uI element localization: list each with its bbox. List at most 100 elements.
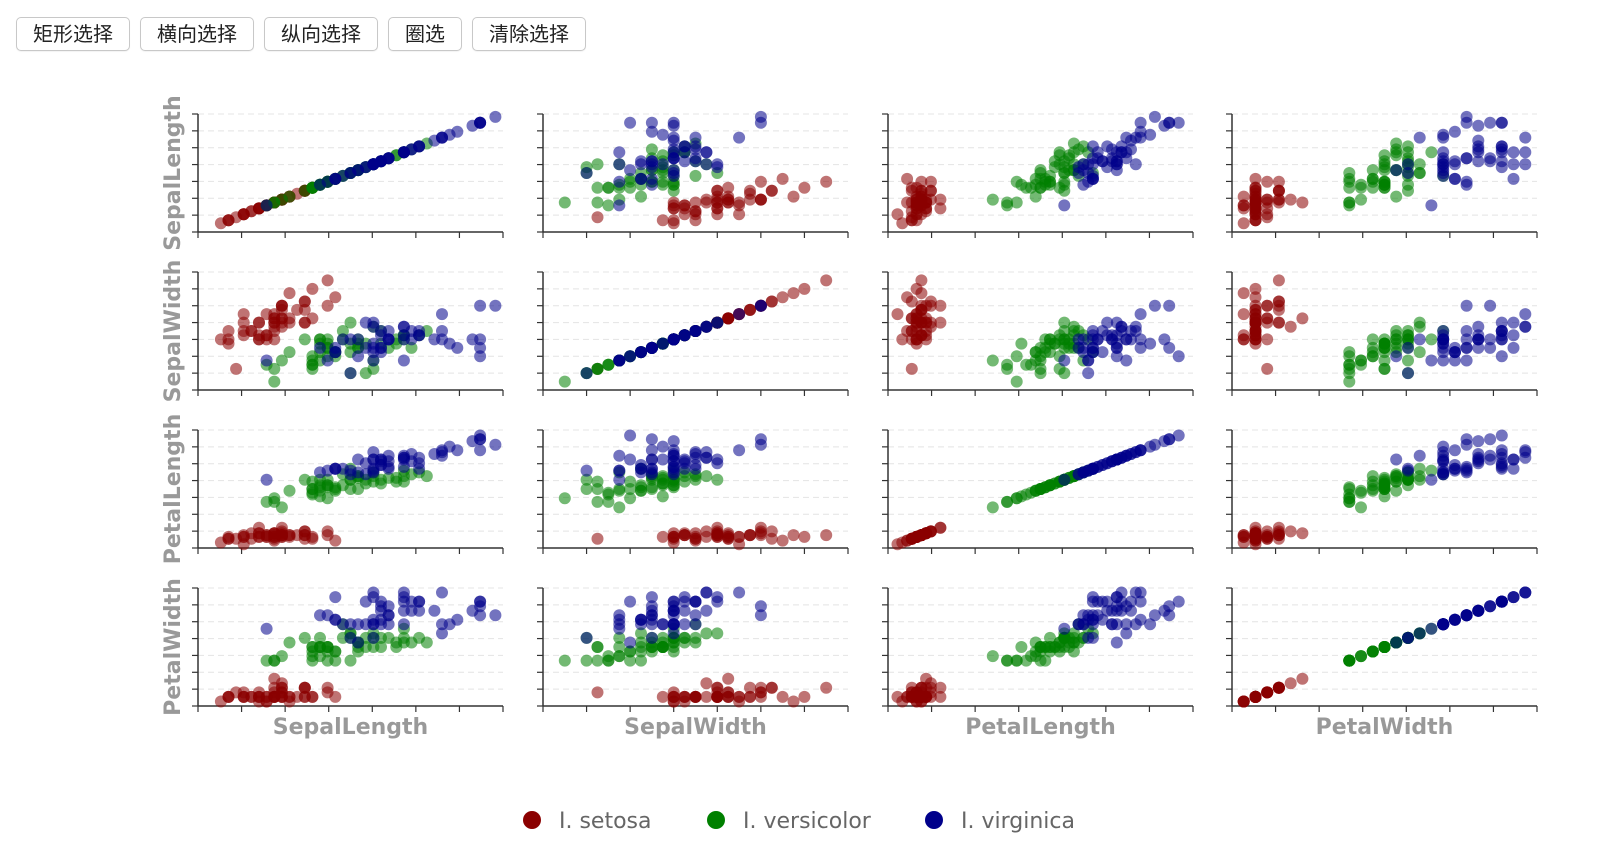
point-i-virginica[interactable] xyxy=(1472,457,1485,470)
point-i-versicolor[interactable] xyxy=(1425,464,1438,477)
point-i-setosa[interactable] xyxy=(656,690,669,703)
point-i-virginica[interactable] xyxy=(352,350,365,363)
point-i-versicolor[interactable] xyxy=(591,362,604,375)
point-i-setosa[interactable] xyxy=(744,681,756,694)
point-i-setosa[interactable] xyxy=(1237,333,1250,346)
point-i-virginica[interactable] xyxy=(1484,155,1497,168)
point-i-versicolor[interactable] xyxy=(1029,190,1042,203)
point-i-setosa[interactable] xyxy=(934,299,947,312)
point-i-versicolor[interactable] xyxy=(306,654,319,667)
point-i-versicolor[interactable] xyxy=(602,654,615,667)
point-i-virginica[interactable] xyxy=(754,600,767,613)
point-i-versicolor[interactable] xyxy=(591,654,604,667)
point-i-versicolor[interactable] xyxy=(1343,654,1356,667)
point-i-virginica[interactable] xyxy=(428,604,441,617)
point-i-setosa[interactable] xyxy=(1261,530,1274,543)
point-i-virginica[interactable] xyxy=(1495,316,1508,329)
point-i-virginica[interactable] xyxy=(1484,333,1497,346)
point-i-virginica[interactable] xyxy=(1519,320,1532,333)
point-i-versicolor[interactable] xyxy=(1355,354,1367,367)
point-i-versicolor[interactable] xyxy=(656,477,669,490)
point-i-virginica[interactable] xyxy=(474,609,487,622)
point-i-virginica[interactable] xyxy=(754,110,767,123)
point-i-virginica[interactable] xyxy=(645,600,658,613)
point-i-virginica[interactable] xyxy=(733,444,746,457)
point-i-virginica[interactable] xyxy=(656,337,669,350)
point-i-virginica[interactable] xyxy=(613,146,626,159)
point-i-versicolor[interactable] xyxy=(635,654,647,667)
point-i-virginica[interactable] xyxy=(1125,595,1137,608)
point-i-setosa[interactable] xyxy=(700,690,713,703)
point-i-versicolor[interactable] xyxy=(613,631,626,644)
point-i-setosa[interactable] xyxy=(306,532,319,545)
point-i-virginica[interactable] xyxy=(1460,333,1473,346)
point-i-virginica[interactable] xyxy=(1086,333,1099,346)
point-i-virginica[interactable] xyxy=(656,453,669,466)
point-i-virginica[interactable] xyxy=(1086,631,1099,644)
point-i-virginica[interactable] xyxy=(667,435,680,448)
point-i-virginica[interactable] xyxy=(1172,116,1185,129)
point-i-virginica[interactable] xyxy=(436,308,448,321)
point-i-virginica[interactable] xyxy=(645,591,658,604)
point-i-versicolor[interactable] xyxy=(1063,333,1076,346)
point-i-virginica[interactable] xyxy=(382,333,395,346)
lasso-select-button[interactable]: 圈选 xyxy=(388,17,462,51)
point-i-setosa[interactable] xyxy=(222,532,235,545)
point-i-versicolor[interactable] xyxy=(1366,645,1379,658)
point-i-virginica[interactable] xyxy=(1115,146,1128,159)
point-i-versicolor[interactable] xyxy=(1044,631,1056,644)
point-i-versicolor[interactable] xyxy=(1366,164,1379,177)
point-i-setosa[interactable] xyxy=(291,690,304,703)
point-i-setosa[interactable] xyxy=(722,527,735,540)
point-i-virginica[interactable] xyxy=(1115,586,1128,599)
point-i-virginica[interactable] xyxy=(436,131,448,144)
point-i-virginica[interactable] xyxy=(314,178,326,191)
point-i-virginica[interactable] xyxy=(1101,604,1114,617)
point-i-setosa[interactable] xyxy=(1261,312,1274,325)
point-i-versicolor[interactable] xyxy=(1001,362,1014,375)
point-i-virginica[interactable] xyxy=(1086,618,1099,631)
point-i-virginica[interactable] xyxy=(1460,325,1473,337)
point-i-virginica[interactable] xyxy=(624,429,637,442)
point-i-setosa[interactable] xyxy=(1249,690,1262,703)
point-i-virginica[interactable] xyxy=(1134,444,1147,457)
point-i-versicolor[interactable] xyxy=(1343,362,1356,375)
point-i-setosa[interactable] xyxy=(689,196,702,209)
point-i-virginica[interactable] xyxy=(711,595,724,608)
point-i-versicolor[interactable] xyxy=(645,641,658,653)
point-i-versicolor[interactable] xyxy=(613,650,626,663)
point-i-setosa[interactable] xyxy=(1249,282,1262,295)
point-i-setosa[interactable] xyxy=(222,690,235,703)
point-i-setosa[interactable] xyxy=(1296,527,1309,540)
point-i-virginica[interactable] xyxy=(580,464,593,477)
point-i-versicolor[interactable] xyxy=(689,631,702,644)
point-i-virginica[interactable] xyxy=(656,128,669,141)
point-i-virginica[interactable] xyxy=(1472,140,1485,153)
point-i-setosa[interactable] xyxy=(934,202,947,215)
point-i-virginica[interactable] xyxy=(1484,433,1497,446)
point-i-virginica[interactable] xyxy=(260,622,273,635)
point-i-virginica[interactable] xyxy=(321,354,334,367)
point-i-virginica[interactable] xyxy=(336,169,349,182)
point-i-versicolor[interactable] xyxy=(1010,175,1023,188)
point-i-virginica[interactable] xyxy=(1390,164,1403,177)
point-i-setosa[interactable] xyxy=(1272,316,1285,329)
point-i-virginica[interactable] xyxy=(645,444,658,457)
point-i-virginica[interactable] xyxy=(1460,152,1473,165)
point-i-versicolor[interactable] xyxy=(1010,375,1023,388)
vertical-select-button[interactable]: 纵向选择 xyxy=(264,17,378,51)
point-i-versicolor[interactable] xyxy=(580,654,593,667)
point-i-virginica[interactable] xyxy=(1495,457,1508,470)
point-i-versicolor[interactable] xyxy=(602,199,615,212)
point-i-virginica[interactable] xyxy=(489,110,502,123)
point-i-setosa[interactable] xyxy=(1237,530,1250,543)
point-i-versicolor[interactable] xyxy=(602,181,615,194)
point-i-versicolor[interactable] xyxy=(344,654,357,667)
point-i-virginica[interactable] xyxy=(700,146,713,159)
point-i-virginica[interactable] xyxy=(1134,333,1147,346)
point-i-versicolor[interactable] xyxy=(321,492,334,505)
point-i-virginica[interactable] xyxy=(1519,451,1532,464)
point-i-setosa[interactable] xyxy=(689,208,702,221)
point-i-setosa[interactable] xyxy=(905,181,918,194)
point-i-virginica[interactable] xyxy=(645,341,658,354)
